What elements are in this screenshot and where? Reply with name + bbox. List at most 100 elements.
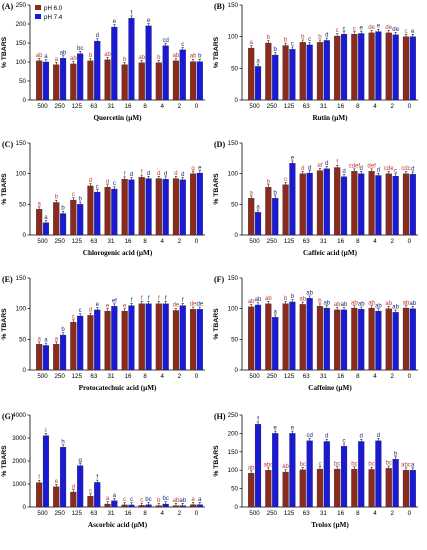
significance-letter: ab [299,297,306,303]
x-tick-label: 63 [90,103,97,110]
x-tick-label: 16 [125,238,132,245]
bar-ph74 [60,334,67,371]
significance-letter: de [392,27,399,33]
x-tick-label: 4 [373,373,377,380]
significance-letter: g [78,458,81,464]
bar-ph6 [53,486,60,508]
significance-letter: b [198,54,202,60]
significance-letter: c [79,308,82,314]
x-tick-label: 63 [303,373,310,380]
bar-ph6 [368,32,375,101]
bar-ph6 [334,167,341,236]
x-tick-label: 31 [108,373,115,380]
significance-letter: a [37,336,41,342]
x-tick-label: 8 [143,373,147,380]
panel-label: (A) [2,2,13,11]
x-tick-label: 0 [408,510,412,517]
x-tick-label: 63 [90,510,97,517]
significance-letter: d [130,172,133,178]
x-axis-label: Rutin (µM) [312,114,348,122]
bar-ph6 [104,59,111,101]
y-tick-label: 0 [235,504,239,511]
bar-ph6 [402,470,410,508]
bar-ph74 [409,174,416,236]
significance-letter: bc [351,461,357,467]
significance-letter: c [72,314,75,320]
bar-ph6 [334,309,341,371]
bar-ph6 [334,468,341,508]
bar-ph74 [409,36,416,101]
significance-letter: c [343,26,346,32]
bar-ph74 [306,172,313,236]
significance-letter: d [342,169,345,175]
x-axis-label: Protocatechuic acid (µM) [79,384,157,392]
bar-ph74 [162,179,169,236]
bar-ph74 [128,179,135,236]
bar-ph6 [70,199,77,236]
significance-letter: c [72,192,75,198]
x-tick-label: 250 [54,238,65,245]
y-tick-label: 50 [231,336,238,343]
x-tick-label: 4 [373,238,377,245]
x-axis-label: Caffeine (µM) [308,384,352,392]
x-tick-label: 0 [195,510,199,517]
significance-letter: f [148,296,150,302]
bar-ph6 [155,303,162,371]
significance-letter: c [404,29,407,35]
x-tick-label: 0 [408,373,412,380]
y-tick-label: 150 [16,140,27,147]
bar-ph6 [70,322,77,371]
bar-ph6 [172,505,179,508]
x-tick-label: 4 [373,103,377,110]
x-tick-label: 2 [390,238,394,245]
x-tick-label: 16 [125,373,132,380]
bar-ph6 [189,61,197,101]
bar-ph6 [368,307,375,371]
bar-ph6 [265,42,272,101]
bar-ph74 [409,308,416,371]
significance-letter: a [55,336,59,342]
significance-letter: ab [190,54,197,60]
significance-letter: a [274,309,278,315]
significance-letter: a [256,59,260,65]
panel-label: (F) [214,275,225,284]
bar-ph6 [172,178,179,236]
significance-letter: c [140,498,143,504]
significance-letter: e [106,303,110,309]
bar-ph74 [306,440,313,508]
bar-ph6 [402,36,410,101]
bar-ph6 [316,170,324,236]
x-tick-label: 125 [284,510,295,517]
y-tick-label: 100 [16,171,27,178]
bar-ph74 [392,459,399,508]
significance-letter: a [44,215,48,221]
legend-swatch [35,5,41,10]
legend: pH 6.0 pH 7.4 [35,5,63,21]
x-tick-label: 2 [178,103,182,110]
significance-letter: b [157,498,161,504]
panel-label: (H) [214,412,226,421]
bar-ph74 [272,198,279,236]
x-tick-label: 8 [143,510,147,517]
significance-letter: cd [306,433,312,439]
x-tick-label: 4 [373,510,377,517]
bar-ph6 [316,306,324,371]
bar-ph6 [138,303,145,371]
bar-ph74 [289,49,296,101]
bar-ph6 [70,63,77,101]
significance-letter: e [377,24,381,30]
bar-ph6 [155,178,162,236]
x-tick-label: 16 [337,103,344,110]
bar-ph6 [104,187,111,236]
bar-ph74 [196,172,203,236]
x-tick-label: 125 [284,238,295,245]
significance-letter: d [325,33,328,39]
bar-ph74 [340,33,348,101]
bar-ph6 [402,173,410,236]
bar-ph74 [323,441,330,508]
bar-ph74 [409,470,416,508]
legend-label: pH 7.4 [44,14,63,21]
significance-letter: bc [300,462,306,468]
x-tick-label: 16 [337,373,344,380]
